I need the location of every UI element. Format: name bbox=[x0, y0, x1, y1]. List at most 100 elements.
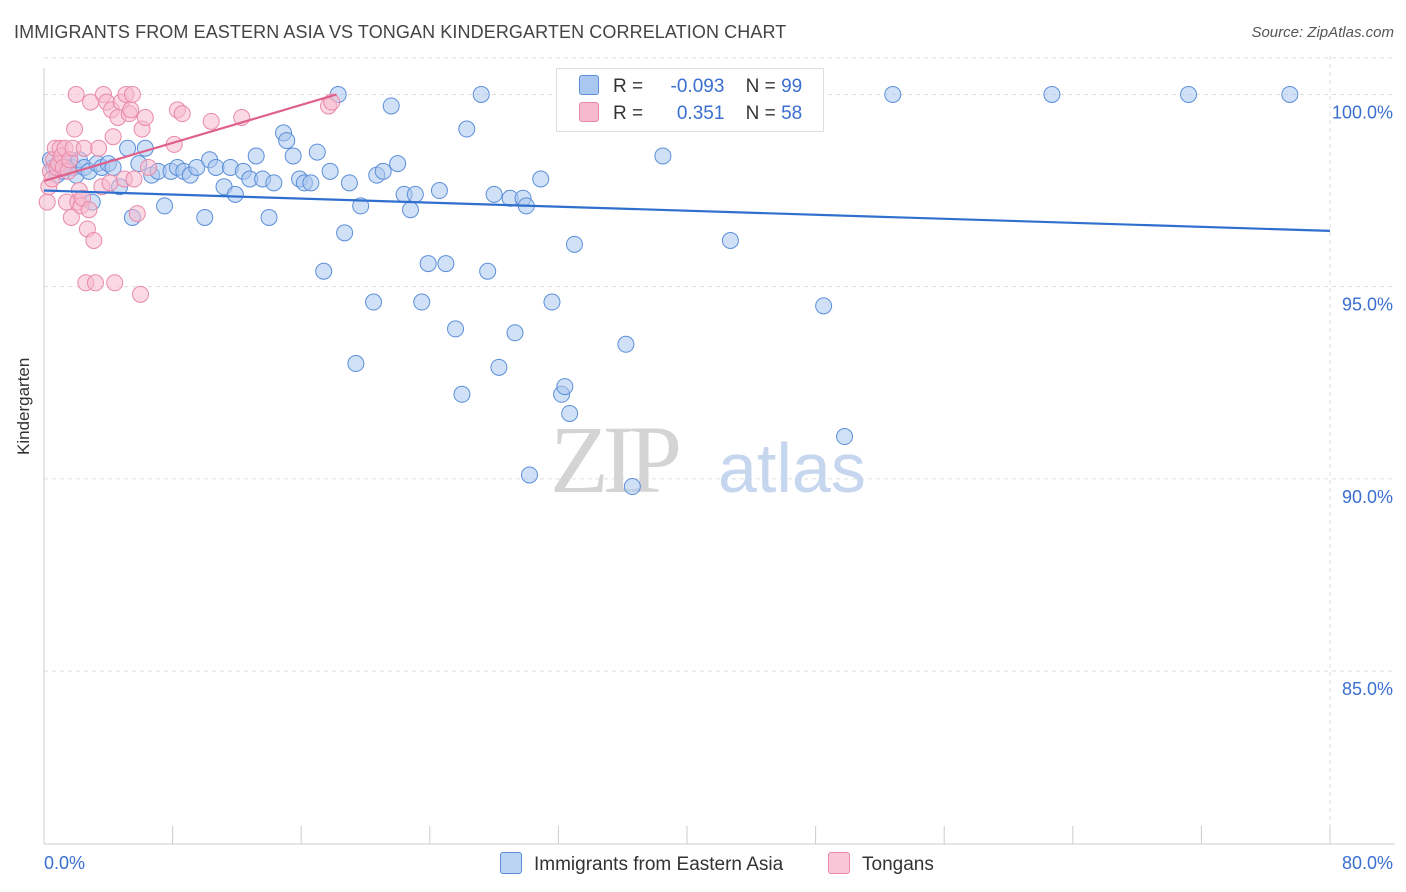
x-tick-labels: 0.0% 80.0% bbox=[44, 853, 1393, 873]
data-point bbox=[260, 208, 278, 226]
data-point bbox=[565, 235, 583, 253]
bottom-legend-tongans[interactable]: Tongans bbox=[828, 852, 934, 876]
data-point bbox=[815, 297, 833, 315]
data-point bbox=[490, 358, 508, 376]
data-point bbox=[196, 208, 214, 226]
y-tick-label: 95.0% bbox=[1342, 295, 1393, 315]
data-point bbox=[617, 335, 635, 353]
watermark-zip: ZIP bbox=[550, 406, 679, 513]
data-point bbox=[128, 205, 146, 223]
y-tick-label: 90.0% bbox=[1342, 487, 1393, 507]
data-point bbox=[543, 293, 561, 311]
data-point bbox=[123, 85, 141, 103]
bottom-legend-swatch-blue bbox=[500, 852, 522, 874]
data-point bbox=[80, 201, 98, 219]
data-point bbox=[75, 139, 93, 157]
stats-legend: R = -0.093 N = 99 R = 0.351 N = 58 bbox=[556, 68, 824, 132]
data-point bbox=[1043, 85, 1061, 103]
legend-r-label: R = bbox=[613, 103, 644, 124]
legend-r-value: -0.093 bbox=[670, 76, 725, 97]
watermark: ZIP atlas bbox=[550, 406, 866, 513]
data-point bbox=[173, 105, 191, 123]
data-point bbox=[104, 128, 122, 146]
data-point bbox=[389, 155, 407, 173]
legend-swatch-blue bbox=[579, 75, 599, 95]
trend-line bbox=[43, 189, 1331, 232]
data-point bbox=[67, 85, 85, 103]
data-point bbox=[207, 158, 225, 176]
data-point bbox=[458, 120, 476, 138]
data-point bbox=[156, 197, 174, 215]
data-point bbox=[265, 174, 283, 192]
bottom-legend-label: Immigrants from Eastern Asia bbox=[534, 854, 784, 875]
data-point bbox=[413, 293, 431, 311]
bottom-legend-label: Tongans bbox=[862, 854, 934, 875]
data-point bbox=[884, 85, 902, 103]
x-tick-label: 80.0% bbox=[1342, 853, 1393, 873]
data-point bbox=[556, 378, 574, 396]
bottom-legend-eastern-asia[interactable]: Immigrants from Eastern Asia bbox=[500, 852, 783, 876]
data-point bbox=[308, 143, 326, 161]
legend-row-eastern-asia: R = -0.093 N = 99 bbox=[579, 75, 802, 99]
data-point bbox=[284, 147, 302, 165]
legend-n-label: N = bbox=[745, 76, 776, 97]
data-point bbox=[485, 185, 503, 203]
y-axis-label: Kindergarten bbox=[14, 357, 33, 455]
data-point bbox=[352, 197, 370, 215]
data-point bbox=[654, 147, 672, 165]
data-point bbox=[506, 324, 524, 342]
data-point bbox=[406, 185, 424, 203]
data-point bbox=[38, 193, 56, 211]
series-tongans-points bbox=[38, 85, 341, 303]
data-point bbox=[139, 158, 157, 176]
data-point bbox=[1180, 85, 1198, 103]
source-label: Source: ZipAtlas.com bbox=[1251, 24, 1394, 41]
data-point bbox=[122, 101, 140, 119]
data-point bbox=[382, 97, 400, 115]
data-point bbox=[85, 232, 103, 250]
data-point bbox=[278, 132, 296, 150]
data-point bbox=[106, 274, 124, 292]
data-point bbox=[101, 174, 119, 192]
data-point bbox=[86, 274, 104, 292]
legend-r-label: R = bbox=[613, 76, 644, 97]
legend-n-value: 58 bbox=[781, 103, 803, 124]
data-point bbox=[315, 262, 333, 280]
legend-r-value: 0.351 bbox=[676, 103, 725, 124]
data-point bbox=[125, 170, 143, 188]
legend-swatch-pink bbox=[579, 102, 599, 122]
data-point bbox=[836, 428, 854, 446]
data-point bbox=[336, 224, 354, 242]
data-point bbox=[1281, 85, 1299, 103]
data-point bbox=[321, 162, 339, 180]
data-point bbox=[365, 293, 383, 311]
y-tick-labels: 85.0% 90.0% 95.0% 100.0% bbox=[1332, 102, 1393, 699]
data-point bbox=[302, 174, 320, 192]
data-point bbox=[623, 478, 641, 496]
data-point bbox=[188, 158, 206, 176]
data-point bbox=[247, 147, 265, 165]
data-point bbox=[447, 320, 465, 338]
data-point bbox=[374, 162, 392, 180]
data-point bbox=[90, 139, 108, 157]
data-point bbox=[340, 174, 358, 192]
y-tick-label: 85.0% bbox=[1342, 679, 1393, 699]
data-point bbox=[437, 255, 455, 273]
data-point bbox=[136, 109, 154, 127]
trend-lines bbox=[43, 93, 1331, 232]
legend-row-tongans: R = 0.351 N = 58 bbox=[579, 102, 802, 126]
data-point bbox=[561, 404, 579, 422]
data-point bbox=[479, 262, 497, 280]
data-point bbox=[472, 85, 490, 103]
data-point bbox=[202, 112, 220, 130]
x-tick-label: 0.0% bbox=[44, 853, 85, 873]
data-point bbox=[419, 255, 437, 273]
data-point bbox=[453, 385, 471, 403]
data-point bbox=[62, 208, 80, 226]
data-point bbox=[347, 355, 365, 373]
data-point bbox=[520, 466, 538, 484]
chart-title: IMMIGRANTS FROM EASTERN ASIA VS TONGAN K… bbox=[14, 22, 787, 42]
bottom-legend-swatch-pink bbox=[828, 852, 850, 874]
legend-n-value: 99 bbox=[781, 76, 803, 97]
